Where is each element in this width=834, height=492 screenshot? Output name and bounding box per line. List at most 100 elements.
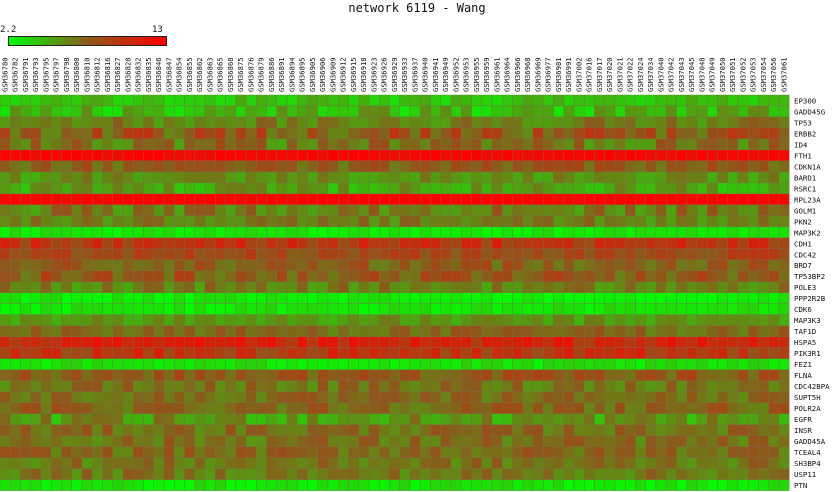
heatmap-cell — [0, 435, 11, 447]
heatmap-cell — [655, 149, 667, 162]
heatmap-cell — [686, 193, 698, 206]
heatmap-cell — [297, 369, 308, 381]
heatmap-cell — [174, 270, 185, 283]
heatmap-cell — [696, 259, 708, 272]
column-label: GSM36977 — [544, 57, 553, 92]
heatmap-cell — [440, 314, 452, 326]
heatmap-cell — [348, 369, 359, 381]
heatmap-cell — [297, 446, 308, 458]
heatmap-cell — [92, 116, 103, 129]
heatmap-cell — [502, 182, 513, 195]
heatmap-cell — [286, 369, 298, 381]
heatmap-cell — [297, 292, 308, 304]
heatmap-cell — [532, 215, 544, 228]
heatmap-cell — [92, 358, 103, 370]
heatmap-cell — [461, 270, 472, 283]
heatmap-cell — [245, 457, 257, 469]
heatmap-cell — [266, 215, 277, 228]
heatmap-cell — [122, 138, 134, 151]
heatmap-cell — [420, 446, 431, 458]
heatmap-cell — [553, 358, 564, 370]
heatmap-cell — [338, 391, 349, 403]
heatmap-cell — [563, 237, 575, 250]
heatmap-cell — [471, 193, 482, 206]
heatmap-cell — [102, 457, 113, 469]
heatmap-cell — [286, 347, 298, 359]
heatmap-cell — [235, 413, 247, 425]
heatmap-cell — [174, 413, 185, 425]
heatmap-cell — [194, 380, 206, 392]
heatmap-cell — [502, 237, 513, 250]
heatmap-cell — [133, 424, 144, 436]
heatmap-cell — [758, 127, 769, 140]
heatmap-cell — [573, 105, 585, 118]
heatmap-cell — [245, 259, 257, 272]
heatmap-cell — [594, 413, 605, 425]
heatmap-cell — [686, 303, 698, 315]
column-label: GSM36862 — [195, 57, 204, 92]
heatmap-cell — [748, 270, 759, 283]
heatmap-cell — [112, 347, 124, 359]
heatmap-cell — [748, 347, 759, 359]
heatmap-cell — [666, 479, 677, 491]
heatmap-cell — [348, 336, 359, 348]
heatmap-cell — [645, 325, 657, 337]
heatmap-cell — [163, 215, 175, 228]
heatmap-cell — [276, 193, 288, 206]
heatmap-cell — [512, 149, 523, 162]
heatmap-cell — [573, 226, 585, 239]
heatmap-cell — [92, 193, 103, 206]
heatmap-cell — [502, 94, 513, 107]
heatmap-cell — [297, 380, 308, 392]
heatmap-cell — [737, 292, 749, 304]
heatmap-cell — [635, 424, 646, 436]
heatmap-cell — [604, 94, 616, 107]
heatmap-cell — [184, 303, 195, 315]
heatmap-cell — [0, 424, 11, 436]
column-label: GSM36810 — [82, 57, 91, 92]
heatmap-cell — [614, 380, 626, 392]
heatmap-cell — [245, 369, 257, 381]
heatmap-cell — [573, 171, 585, 184]
heatmap-cell — [563, 160, 575, 173]
heatmap-cell — [727, 468, 739, 480]
heatmap-cell — [450, 193, 462, 206]
column-label: GSM36847 — [164, 57, 173, 92]
heatmap-cell — [532, 105, 544, 118]
heatmap-cell — [368, 479, 380, 491]
heatmap-cell — [594, 237, 605, 250]
heatmap-cell — [727, 270, 739, 283]
heatmap-cell — [338, 94, 349, 107]
heatmap-cell — [420, 391, 431, 403]
heatmap-cell — [635, 127, 646, 140]
heatmap-cell — [204, 446, 216, 458]
heatmap-cell — [194, 270, 206, 283]
heatmap-cell — [409, 336, 421, 348]
column-label: GSM36846 — [154, 57, 163, 92]
heatmap-cell — [717, 468, 728, 480]
heatmap-cell — [594, 259, 605, 272]
heatmap-cell — [502, 479, 513, 491]
heatmap-cell — [645, 435, 657, 447]
heatmap-cell — [348, 138, 359, 151]
column-label: GSM36915 — [349, 57, 358, 92]
heatmap-cell — [409, 171, 421, 184]
heatmap-cell — [215, 446, 226, 458]
heatmap-cell — [727, 446, 739, 458]
heatmap-cell — [563, 182, 575, 195]
row-label: RPL23A — [794, 195, 821, 204]
heatmap-cell — [256, 204, 267, 217]
heatmap-cell — [758, 270, 769, 283]
heatmap-cell — [286, 160, 298, 173]
heatmap-cell — [409, 149, 421, 162]
heatmap-cell — [399, 116, 411, 129]
heatmap-cell — [245, 105, 257, 118]
heatmap-cell — [92, 446, 103, 458]
heatmap-cell — [481, 347, 493, 359]
heatmap-cell — [553, 248, 564, 261]
heatmap-cell — [307, 193, 318, 206]
heatmap-cell — [368, 435, 380, 447]
heatmap-cell — [481, 215, 493, 228]
heatmap-cell — [266, 281, 277, 293]
heatmap-cell — [194, 314, 206, 326]
